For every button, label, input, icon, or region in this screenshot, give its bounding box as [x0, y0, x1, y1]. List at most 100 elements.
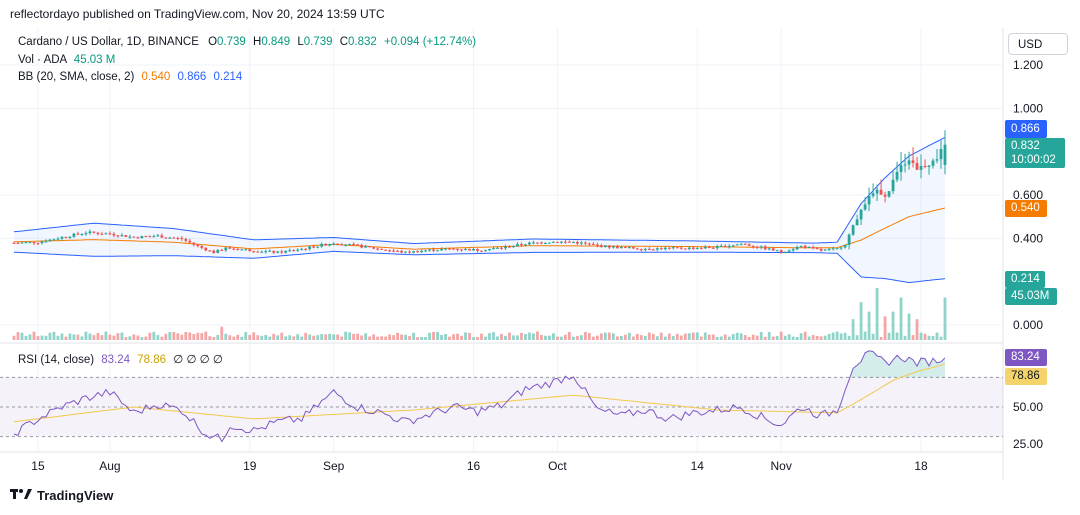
candle-body [40, 241, 44, 244]
candle-body [204, 247, 208, 251]
candle-body [887, 191, 891, 197]
candle-body [304, 248, 308, 250]
candle-body [56, 238, 60, 240]
legend-bb-row[interactable]: BB (20, SMA, close, 2) 0.540 0.866 0.214 [18, 71, 242, 83]
candle-body [671, 247, 675, 249]
volume-bar [843, 332, 847, 340]
candle-body [564, 241, 567, 243]
candle-body [252, 251, 256, 253]
candle-body [583, 242, 587, 244]
volume-bar [424, 337, 427, 340]
volume-bar [887, 332, 891, 340]
change-value: +0.094 (+12.74%) [384, 36, 477, 48]
volume-bar [448, 336, 451, 340]
rsi-ma-line [13, 363, 946, 423]
volume-bar [236, 334, 240, 340]
volume-bar [875, 288, 879, 340]
candle-body [871, 193, 875, 196]
candle-body [284, 250, 288, 253]
volume-bar [544, 335, 547, 340]
volume-bar [420, 336, 423, 340]
high-value: 0.849 [261, 36, 291, 48]
candle-body [128, 236, 132, 238]
time-tick-label: 16 [467, 459, 481, 473]
candle-body [360, 244, 364, 248]
volume-bar [907, 313, 911, 340]
volume-bar [699, 336, 703, 340]
volume-bar [60, 333, 64, 340]
candle-body [775, 250, 779, 252]
candle-body [484, 250, 487, 252]
volume-bar [124, 337, 128, 340]
candle-body [659, 248, 663, 250]
legend-symbol-row[interactable]: Cardano / US Dollar, 1D, BINANCE O0.739 … [18, 36, 476, 48]
currency-button[interactable]: USD [1008, 33, 1068, 55]
candle-body [196, 244, 200, 246]
candle-body [883, 194, 887, 197]
volume-bar [679, 335, 683, 340]
legend-volume-row[interactable]: Vol · ADA 45.03 M [18, 54, 115, 66]
volume-bar [360, 335, 364, 340]
candle-body [500, 247, 503, 249]
volume-bar [639, 335, 643, 340]
volume-bar [751, 334, 755, 340]
candle-body [480, 250, 483, 252]
volume-bar [831, 332, 835, 340]
volume-bar [871, 333, 875, 340]
volume-bar [120, 332, 124, 340]
volume-bar [476, 337, 479, 340]
candle-body [124, 235, 128, 237]
candle-body [276, 251, 280, 253]
candle-body [68, 236, 72, 238]
volume-bar [228, 335, 232, 340]
candle-body [312, 246, 316, 248]
volume-bar [599, 333, 603, 340]
time-tick-label: Sep [323, 459, 345, 473]
candle-body [244, 249, 248, 251]
candle-body [472, 248, 475, 251]
volume-bar [607, 332, 611, 340]
candle-body [448, 248, 451, 250]
candle-body [396, 250, 399, 252]
volume-bar [611, 333, 615, 340]
candle-body [540, 242, 543, 244]
time-tick-label: 19 [243, 459, 257, 473]
candle-body [807, 246, 811, 248]
candle-body [619, 246, 623, 249]
candle-body [731, 245, 735, 247]
volume-bar [919, 332, 923, 340]
candle-body [667, 247, 671, 249]
candle-body [460, 249, 463, 251]
candle-body [575, 241, 579, 244]
candle-body [851, 225, 855, 235]
candle-body [120, 235, 124, 237]
volume-bar [587, 333, 591, 340]
candle-body [144, 236, 148, 238]
candle-body [548, 242, 551, 244]
candle-body [719, 245, 723, 247]
footer-brand-label: TradingView [37, 488, 114, 503]
volume-bar [40, 335, 44, 340]
volume-bar [568, 332, 571, 340]
candle-body [372, 247, 376, 249]
volume-bar [767, 331, 771, 340]
bb-basis-line [13, 207, 946, 250]
volume-bar [436, 332, 439, 340]
footer-brand[interactable]: TradingView [10, 488, 113, 503]
volume-bar [532, 333, 535, 340]
volume-bar [623, 334, 627, 340]
volume-bar [743, 335, 747, 340]
candle-body [635, 248, 639, 250]
candle-body [755, 246, 759, 248]
volume-bar [140, 337, 144, 340]
volume-bar [528, 332, 531, 340]
rsi-price-tag: 83.24 [1005, 349, 1047, 366]
candle-body [907, 160, 911, 165]
volume-bar [204, 331, 208, 340]
low-value: 0.739 [303, 36, 333, 48]
volume-bar [464, 332, 467, 340]
candle-body [332, 243, 336, 245]
legend-rsi-row[interactable]: RSI (14, close) 83.24 78.86 ∅ ∅ ∅ ∅ [18, 352, 223, 366]
candle-body [368, 246, 372, 248]
